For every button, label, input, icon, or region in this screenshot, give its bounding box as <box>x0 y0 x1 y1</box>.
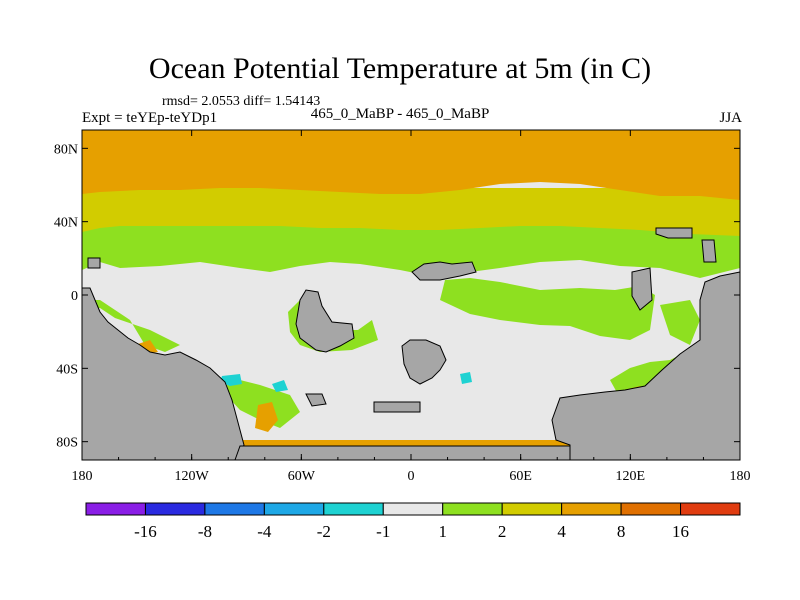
colorbar-swatch <box>144 502 206 516</box>
field-cyan-patch-2 <box>272 380 288 392</box>
x-tick-label: 0 <box>408 469 415 484</box>
land-island-east <box>631 267 653 311</box>
colorbar-swatch <box>323 502 384 516</box>
colorbar-swatch <box>382 502 444 516</box>
x-tick-label: 180 <box>72 469 93 484</box>
stats-text: rmsd= 2.0553 diff= 1.54143 <box>162 94 321 109</box>
land-africa-block <box>295 289 355 353</box>
colorbar-level-label: 8 <box>617 522 626 541</box>
colorbar-swatch <box>85 502 146 516</box>
x-tick-label: 120E <box>616 469 646 484</box>
land-island-nw <box>87 257 101 269</box>
x-tick-label: 60E <box>509 469 532 484</box>
land-island-mid <box>411 261 477 281</box>
y-tick-label: 0 <box>71 289 78 304</box>
colorbar-swatch <box>561 502 622 516</box>
colorbar-swatch <box>263 502 325 516</box>
field-green-band <box>82 222 740 278</box>
colorbar-level-label: -2 <box>317 522 331 541</box>
land-antarctica-shelf <box>234 445 571 461</box>
colorbar-level-label: 4 <box>557 522 566 541</box>
land-island-sw <box>305 393 327 407</box>
colorbar-swatch <box>620 502 682 516</box>
comparison-label: 465_0_MaBP - 465_0_MaBP <box>310 106 490 122</box>
field-yellow-band <box>82 188 740 236</box>
colorbar-level-label: -1 <box>376 522 390 541</box>
colorbar-swatch <box>680 502 741 516</box>
map-layer <box>81 130 741 461</box>
land-island-south <box>373 401 421 413</box>
season-label: JJA <box>719 110 742 126</box>
colorbar-level-label: 16 <box>672 522 689 541</box>
y-tick-label: 80S <box>56 436 78 451</box>
chart-title: Ocean Potential Temperature at 5m (in C) <box>148 52 652 85</box>
colorbar-level-label: -8 <box>198 522 212 541</box>
land-island-ne <box>655 227 693 239</box>
colorbar-swatch <box>442 502 503 516</box>
field-cyan-patch-3 <box>460 372 472 384</box>
colorbar: -16 -8 -4 -2 -1 1 2 4 8 16 <box>85 502 741 541</box>
x-tick-label: 120W <box>175 469 210 484</box>
field-orange-southern-strip <box>240 440 570 446</box>
land-americas <box>81 287 245 461</box>
y-tick-label: 80N <box>54 142 78 157</box>
field-orange-band <box>82 130 740 200</box>
colorbar-level-label: -16 <box>134 522 157 541</box>
colorbar-swatch <box>501 502 563 516</box>
colorbar-swatch <box>204 502 265 516</box>
colorbar-level-label: -4 <box>257 522 272 541</box>
field-green-pacific-east <box>82 300 180 352</box>
field-green-south-pacific <box>220 380 300 428</box>
colorbar-level-label: 2 <box>498 522 507 541</box>
axes: 180 120W 60W 0 60E 120E 180 80N 40N 0 40S 80S <box>54 130 751 484</box>
x-tick-label: 60W <box>288 469 316 484</box>
land-island-ne-small <box>701 239 717 263</box>
x-tick-label: 180 <box>730 469 751 484</box>
field-green-pacific-west <box>660 300 700 345</box>
experiment-label: Expt = teYEp-teYDp1 <box>82 110 218 126</box>
land-madagascar-block <box>401 339 447 385</box>
y-tick-label: 40S <box>56 362 78 377</box>
colorbar-level-label: 1 <box>438 522 447 541</box>
field-orange-patch-south <box>255 402 278 432</box>
field-green-indian <box>440 278 655 340</box>
y-tick-label: 40N <box>54 216 78 231</box>
